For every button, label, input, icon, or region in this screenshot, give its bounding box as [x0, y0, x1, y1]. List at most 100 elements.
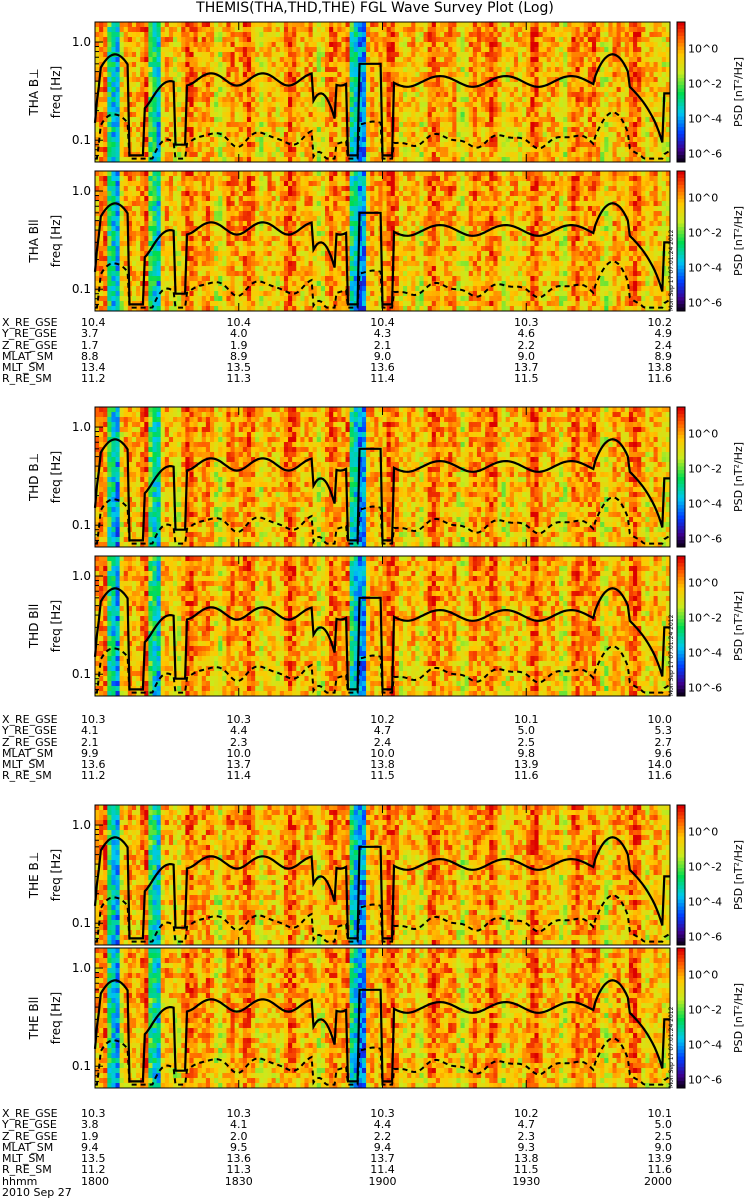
ephemeris-value: 2.5	[496, 737, 556, 748]
colorbar-tick-label: 10^-6	[688, 681, 722, 694]
heatmap-cells	[95, 556, 671, 697]
ephemeris-value: 10.3	[496, 317, 556, 328]
colorbar	[676, 555, 686, 697]
ephemeris-value: 1800	[81, 1176, 121, 1187]
ephemeris-label: Y_RE_GSE	[2, 1119, 57, 1130]
y-tick-label: 1.0	[72, 961, 91, 975]
ephemeris-table-thd: X_RE_GSE 10.3 10.3 10.2 10.1 10.0 Y_RE_GSE 4.1 4…	[2, 714, 750, 782]
ylabel-freq: freq [Hz]	[49, 451, 63, 503]
ylabel-freq: freq [Hz]	[49, 215, 63, 267]
ephemeris-label: R_RE_SM	[2, 1164, 52, 1175]
y-tick-label: 1.0	[72, 818, 91, 832]
colorbar-label: PSD [nT²/Hz]	[732, 57, 745, 127]
ephemeris-value: 2.4	[612, 340, 673, 351]
ephemeris-row: Y_RE_GSE 3.8 4.1 4.4 4.7 5.0	[2, 1119, 750, 1130]
ephemeris-value: 2.0	[209, 1131, 269, 1142]
heatmap-cells	[95, 171, 671, 312]
colorbar-tick-label: 10^-6	[688, 532, 722, 545]
ephemeris-value: 9.9	[81, 748, 121, 759]
ylabel-probe: THE Bll	[27, 997, 41, 1041]
ephemeris-value: 13.5	[81, 1153, 121, 1164]
ephemeris-value: 13.6	[209, 1153, 269, 1164]
ephemeris-value: 13.9	[496, 759, 556, 770]
ephemeris-value: 10.1	[496, 714, 556, 725]
colorbar-tick-label: 10^0	[688, 191, 718, 204]
ephemeris-value: 1.9	[81, 1131, 121, 1142]
ephemeris-row: X_RE_GSE 10.3 10.3 10.2 10.1 10.0	[2, 714, 750, 725]
ephemeris-value: 4.7	[353, 725, 413, 736]
ephemeris-label: Z_RE_GSE	[2, 1131, 58, 1142]
ephemeris-value: 10.3	[353, 1108, 413, 1119]
ephemeris-value: 11.6	[612, 770, 673, 781]
timestamp-stamp: Mon Sep 17 07:01:24 2012	[668, 229, 675, 311]
colorbar-label: PSD [nT²/Hz]	[732, 206, 745, 276]
ephemeris-label: X_RE_GSE	[2, 317, 58, 328]
y-tick-label: 1.0	[72, 184, 91, 198]
ephemeris-value: 4.1	[209, 1119, 269, 1130]
ephemeris-label: MLT_SM	[2, 759, 45, 770]
ephemeris-row: X_RE_GSE 10.4 10.4 10.4 10.3 10.2	[2, 317, 750, 328]
ephemeris-value: 10.4	[353, 317, 413, 328]
ephemeris-value: 3.7	[81, 328, 121, 339]
ephemeris-value: 11.5	[496, 1164, 556, 1175]
ephemeris-row: Z_RE_GSE 1.9 2.0 2.2 2.3 2.5	[2, 1131, 750, 1142]
y-tick-label: 0.1	[72, 916, 91, 930]
ephemeris-label: hhmm	[2, 1176, 37, 1187]
y-tick-label: 1.0	[72, 569, 91, 583]
heatmap-cells	[95, 948, 671, 1089]
ephemeris-value: 13.9	[612, 1153, 673, 1164]
ephemeris-value: 2.1	[353, 340, 413, 351]
ephemeris-label: Y_RE_GSE	[2, 725, 57, 736]
ephemeris-value: 10.3	[209, 714, 269, 725]
ephemeris-value: 10.2	[496, 1108, 556, 1119]
y-tick-label: 0.1	[72, 133, 91, 147]
colorbar-tick-label: 10^-6	[688, 147, 722, 160]
ephemeris-value: 1830	[209, 1176, 269, 1187]
ephemeris-label: X_RE_GSE	[2, 1108, 58, 1119]
ephemeris-row: Z_RE_GSE 1.7 1.9 2.1 2.2 2.4	[2, 340, 750, 351]
ylabel-freq: freq [Hz]	[49, 992, 63, 1044]
ephemeris-row: MLT_SM 13.5 13.6 13.7 13.8 13.9	[2, 1153, 750, 1164]
colorbar-tick-label: 10^0	[688, 576, 718, 589]
colorbar	[676, 406, 686, 548]
ephemeris-label: MLAT_SM	[2, 1142, 53, 1153]
colorbar-label: PSD [nT²/Hz]	[732, 442, 745, 512]
y-tick-label: 0.1	[72, 1059, 91, 1073]
ylabel-probe: THE B⊥	[27, 852, 41, 899]
ephemeris-row: R_RE_SM 11.2 11.4 11.5 11.6 11.6	[2, 770, 750, 781]
ephemeris-row: MLT_SM 13.4 13.5 13.6 13.7 13.8	[2, 362, 750, 373]
ephemeris-value: 10.2	[612, 317, 673, 328]
ephemeris-value: 4.0	[209, 328, 269, 339]
ephemeris-value: 10.0	[209, 748, 269, 759]
ephemeris-value: 4.4	[209, 725, 269, 736]
timestamp-stamp: Mon Sep 17 07:01:24 2012	[668, 1006, 675, 1088]
colorbar	[676, 947, 686, 1089]
ephemeris-row: MLAT_SM 8.8 8.9 9.0 9.0 8.9	[2, 351, 750, 362]
ephemeris-value: 11.3	[209, 1164, 269, 1175]
ephemeris-value: 11.5	[353, 770, 413, 781]
y-tick-label: 0.1	[72, 518, 91, 532]
timestamp-stamp: Mon Sep 17 07:01:24 2012	[668, 614, 675, 696]
ephemeris-value: 13.8	[353, 759, 413, 770]
colorbar-tick-label: 10^-4	[688, 497, 722, 510]
colorbar-tick-label: 10^-4	[688, 112, 722, 125]
ylabel-probe: THA Bll	[27, 219, 41, 263]
ephemeris-value: 10.1	[612, 1108, 673, 1119]
ephemeris-label: R_RE_SM	[2, 373, 52, 384]
ephemeris-value: 2.3	[209, 737, 269, 748]
ephemeris-value: 2.7	[612, 737, 673, 748]
colorbar-tick-label: 10^-6	[688, 930, 722, 943]
colorbar-tick-label: 10^-2	[688, 860, 722, 873]
colorbar-tick-label: 10^-4	[688, 1038, 722, 1051]
ephemeris-label: MLAT_SM	[2, 351, 53, 362]
colorbar-label: PSD [nT²/Hz]	[732, 591, 745, 661]
heatmap-cells	[95, 22, 671, 163]
colorbar-tick-label: 10^-2	[688, 462, 722, 475]
spectrogram-panel-the-bperp: 1.0 0.1 THE B⊥ freq [Hz] 10^0 10^-2 10^-4 10^-6…	[27, 804, 745, 946]
ephemeris-value: 11.6	[612, 1164, 673, 1175]
colorbar-tick-label: 10^0	[688, 42, 718, 55]
y-tick-label: 0.1	[72, 667, 91, 681]
colorbar	[676, 804, 686, 946]
ylabel-freq: freq [Hz]	[49, 600, 63, 652]
ephemeris-value: 13.6	[353, 362, 413, 373]
